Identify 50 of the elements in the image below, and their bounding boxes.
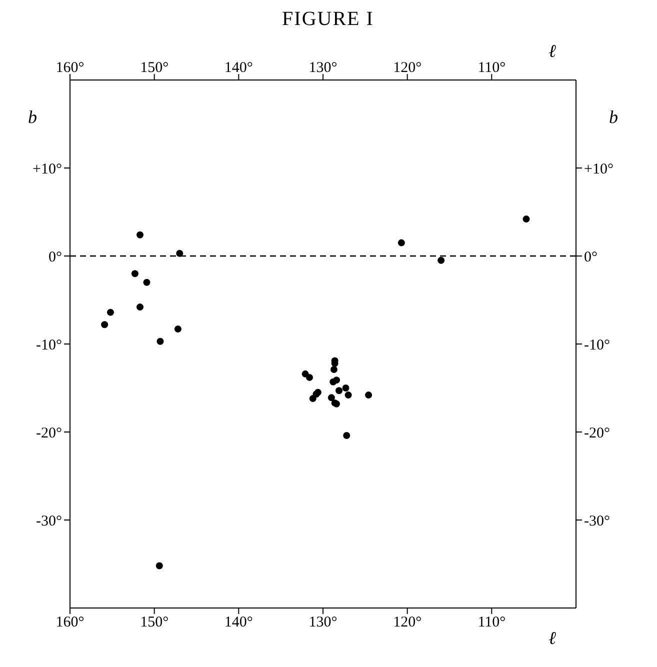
point <box>522 216 530 223</box>
y-tick-label: -20° <box>36 425 62 442</box>
y2-axis-title: b <box>609 106 618 127</box>
point <box>330 366 338 374</box>
y-tick-label: -10° <box>36 337 62 354</box>
y-tick-label: +10° <box>32 161 62 178</box>
point <box>332 376 340 384</box>
point <box>309 395 316 402</box>
y2-tick-label: -20° <box>584 425 610 442</box>
x-tick-label: 120° <box>393 60 422 76</box>
point <box>328 394 335 402</box>
chart-title: FIGURE I <box>281 8 375 32</box>
point <box>343 432 350 440</box>
point <box>136 231 144 238</box>
y2-tick-label: 0° <box>584 249 598 266</box>
x2-tick-label: 110° <box>478 614 506 631</box>
point <box>106 308 114 316</box>
point <box>398 239 405 246</box>
point <box>174 326 182 333</box>
x2-tick-label: 140° <box>224 614 253 631</box>
y-axis-title: b <box>28 106 37 127</box>
point <box>156 338 164 345</box>
y2-tick-label: +10° <box>584 161 614 178</box>
point <box>176 250 184 257</box>
point <box>306 374 314 381</box>
x-tick-label: 110° <box>478 60 506 76</box>
x2-tick-label: 160° <box>56 614 84 631</box>
point <box>101 321 108 328</box>
y2-tick-label: -30° <box>584 513 610 530</box>
point <box>143 278 150 286</box>
point <box>438 256 445 264</box>
point <box>336 387 343 394</box>
x-tick-label: 150° <box>140 60 169 76</box>
point <box>156 562 163 570</box>
point <box>136 304 144 311</box>
y2-tick-label: -10° <box>584 337 610 354</box>
x-tick-label: 160° <box>56 60 84 76</box>
point <box>342 384 350 392</box>
x-axis-title: ℓ <box>548 628 556 648</box>
x-tick-label: 130° <box>308 60 338 76</box>
y-tick-label: 0° <box>48 249 62 266</box>
x2-tick-label: 130° <box>308 614 338 631</box>
point <box>344 392 352 399</box>
y-tick-label: -30° <box>36 513 62 530</box>
x2-tick-label: 120° <box>393 614 422 631</box>
x2-axis-title: ℓ <box>548 40 556 61</box>
x2-tick-label: 150° <box>140 614 169 631</box>
point <box>365 392 372 399</box>
x-tick-label: 140° <box>224 60 253 76</box>
point <box>131 270 138 278</box>
